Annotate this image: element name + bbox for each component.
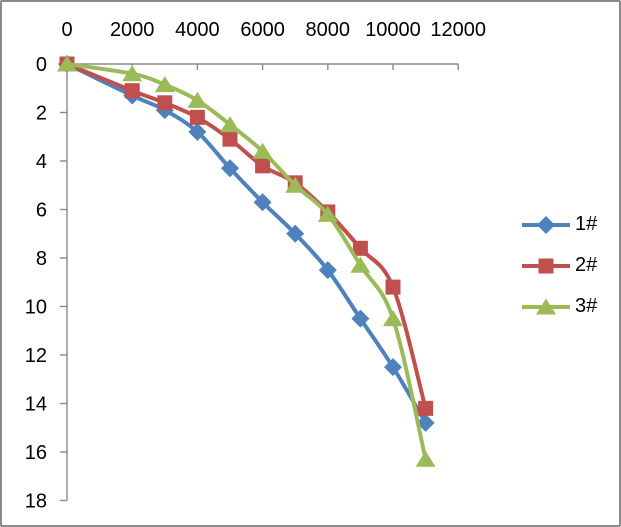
legend-marker-triangle [536, 298, 556, 314]
series-point-2# [157, 95, 173, 111]
series-point-1# [318, 261, 337, 280]
legend-square-marker-icon [522, 258, 570, 273]
x-tick-label: 0 [61, 19, 72, 41]
series-point-2# [352, 240, 368, 256]
series-point-2# [222, 131, 238, 147]
series-point-1# [188, 122, 207, 141]
series-line-2# [65, 62, 428, 411]
y-tick-label: 4 [36, 151, 47, 173]
y-tick-label: 6 [36, 200, 47, 222]
x-tick-label: 4000 [175, 19, 220, 41]
series-point-2# [124, 83, 140, 99]
series-point-1# [416, 413, 435, 432]
series-point-1# [286, 224, 305, 243]
y-tick-label: 0 [36, 54, 47, 76]
series-point-3# [383, 310, 403, 327]
series-point-3# [415, 450, 436, 467]
series-point-3# [187, 91, 208, 108]
y-tick-label: 18 [25, 491, 47, 513]
series-point-2# [418, 400, 434, 416]
series-point-2# [385, 279, 401, 295]
legend-diamond-marker-icon [522, 215, 570, 234]
series-line-3# [65, 62, 428, 462]
x-tick-label: 8000 [306, 19, 351, 41]
legend-item-1: 1# [521, 204, 597, 245]
legend-label-1: 1# [575, 213, 598, 235]
series-point-3# [57, 55, 77, 72]
legend: 1# 2# 3# [521, 204, 597, 327]
series-point-2# [255, 158, 271, 174]
series-point-3# [252, 142, 273, 159]
series-point-3# [285, 176, 306, 193]
series-point-2# [189, 109, 205, 125]
y-tick-label: 16 [25, 442, 47, 464]
x-tick-label: 12000 [430, 19, 486, 41]
legend-label-3: 3# [575, 295, 598, 317]
x-tick-label: 6000 [240, 19, 285, 41]
y-tick-label: 10 [25, 297, 47, 319]
x-tick-label: 10000 [365, 19, 421, 41]
y-tick-label: 2 [36, 103, 47, 125]
legend-item-2: 2# [521, 245, 597, 286]
series-point-1# [384, 358, 402, 377]
series-point-3# [154, 76, 175, 93]
legend-marker-square [538, 258, 554, 273]
series-line-1# [65, 62, 428, 425]
series-point-3# [122, 65, 143, 82]
series-point-1# [221, 159, 239, 178]
series-point-1# [253, 193, 272, 212]
legend-marker-diamond [537, 215, 555, 234]
y-tick-label: 12 [25, 345, 47, 367]
series-point-3# [350, 256, 371, 273]
series-point-1# [351, 309, 370, 328]
y-tick-label: 14 [25, 394, 47, 416]
x-tick-label: 2000 [110, 19, 155, 41]
series-point-3# [220, 116, 240, 133]
legend-label-2: 2# [575, 254, 598, 276]
y-tick-label: 8 [36, 248, 47, 270]
legend-item-3: 3# [521, 286, 597, 327]
series-point-3# [317, 205, 338, 222]
legend-triangle-marker-icon [522, 298, 570, 314]
